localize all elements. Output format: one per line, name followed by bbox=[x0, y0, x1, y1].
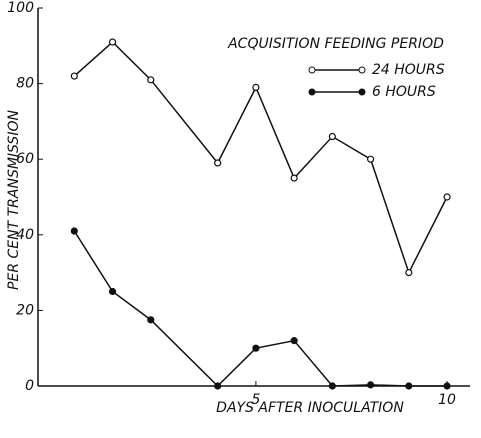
series-line bbox=[73, 40, 448, 275]
point bbox=[70, 72, 78, 80]
point bbox=[70, 227, 78, 235]
point bbox=[108, 38, 117, 46]
y-tick-label: 20 bbox=[16, 302, 34, 318]
series-line bbox=[73, 230, 448, 388]
point bbox=[252, 83, 260, 91]
point bbox=[290, 174, 298, 182]
point bbox=[147, 316, 155, 324]
point bbox=[405, 269, 413, 277]
legend-marker bbox=[358, 88, 366, 96]
legend-label: 24 HOURS bbox=[372, 62, 445, 78]
point bbox=[147, 76, 155, 84]
point bbox=[367, 155, 375, 163]
point bbox=[108, 287, 117, 296]
point bbox=[328, 382, 336, 390]
point bbox=[252, 344, 260, 352]
y-tick-label: 60 bbox=[16, 151, 34, 167]
legend-marker bbox=[358, 66, 366, 74]
point bbox=[214, 382, 222, 390]
x-tick-label: 10 bbox=[438, 392, 456, 408]
x-tick-label: 5 bbox=[251, 392, 260, 408]
y-tick-label: 80 bbox=[16, 76, 34, 92]
point bbox=[290, 337, 298, 345]
x-axis-label: DAYS AFTER INOCULATION bbox=[216, 400, 404, 416]
y-axis-label: PER CENT TRANSMISSION bbox=[6, 110, 22, 290]
y-tick-label: 0 bbox=[25, 378, 34, 394]
point bbox=[443, 382, 451, 390]
y-tick-label: 100 bbox=[7, 0, 34, 16]
point bbox=[328, 132, 336, 141]
y-tick-label: 40 bbox=[16, 227, 34, 243]
legend-label: 6 HOURS bbox=[372, 84, 436, 100]
point bbox=[367, 381, 375, 389]
point bbox=[214, 159, 222, 167]
legend-marker bbox=[308, 88, 316, 96]
point bbox=[405, 382, 413, 390]
legend-marker bbox=[308, 66, 316, 74]
legend-title: ACQUISITION FEEDING PERIOD bbox=[227, 36, 444, 52]
point bbox=[443, 193, 451, 201]
